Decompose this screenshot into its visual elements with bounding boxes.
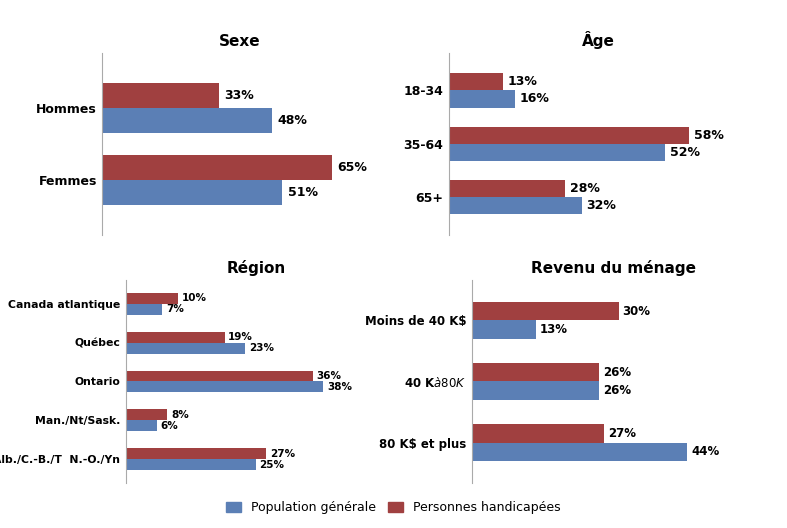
Title: Revenu du ménage: Revenu du ménage xyxy=(531,260,696,276)
Bar xyxy=(126,343,246,354)
Bar xyxy=(126,293,178,304)
Text: 26%: 26% xyxy=(603,384,631,397)
Text: 36%: 36% xyxy=(316,371,342,381)
Bar xyxy=(449,73,503,90)
Text: 13%: 13% xyxy=(508,76,538,88)
Bar xyxy=(472,381,599,400)
Bar xyxy=(449,197,582,214)
Text: 8%: 8% xyxy=(171,410,189,420)
Title: Sexe: Sexe xyxy=(220,34,260,49)
Bar xyxy=(102,155,332,180)
Text: 58%: 58% xyxy=(694,129,724,142)
Bar xyxy=(472,425,604,442)
Text: 32%: 32% xyxy=(586,200,616,212)
Bar xyxy=(102,108,272,133)
Bar xyxy=(126,371,313,381)
Text: 25%: 25% xyxy=(260,460,284,469)
Text: 7%: 7% xyxy=(166,304,184,314)
Bar xyxy=(126,448,266,459)
Text: 27%: 27% xyxy=(608,427,636,440)
Text: 48%: 48% xyxy=(277,114,307,127)
Bar xyxy=(126,420,157,431)
Bar xyxy=(472,363,599,381)
Text: 13%: 13% xyxy=(540,323,567,336)
Bar xyxy=(102,180,283,205)
Bar xyxy=(472,442,687,461)
Text: 16%: 16% xyxy=(520,92,550,106)
Bar xyxy=(472,302,619,320)
Bar xyxy=(126,304,162,315)
Text: 10%: 10% xyxy=(182,294,206,303)
Text: 6%: 6% xyxy=(161,421,179,431)
Bar xyxy=(126,381,323,392)
Bar xyxy=(449,127,689,144)
Text: 65%: 65% xyxy=(337,161,367,174)
Title: Âge: Âge xyxy=(582,31,615,49)
Title: Région: Région xyxy=(226,260,286,276)
Text: 19%: 19% xyxy=(228,332,253,342)
Text: 28%: 28% xyxy=(570,182,600,195)
Text: 33%: 33% xyxy=(224,89,254,102)
Bar xyxy=(126,332,224,343)
Bar xyxy=(449,90,515,108)
Text: 30%: 30% xyxy=(623,305,651,317)
Text: 27%: 27% xyxy=(270,449,295,459)
Bar xyxy=(472,320,536,338)
Bar xyxy=(449,180,565,197)
Bar xyxy=(102,83,219,108)
Bar xyxy=(449,144,664,161)
Text: 23%: 23% xyxy=(249,343,274,353)
Legend: Population générale, Personnes handicapées: Population générale, Personnes handicapé… xyxy=(221,496,566,519)
Bar xyxy=(126,459,256,470)
Text: 44%: 44% xyxy=(691,446,719,458)
Text: 26%: 26% xyxy=(603,366,631,379)
Text: 51%: 51% xyxy=(288,186,318,199)
Text: Profil des répondants: Profil des répondants xyxy=(292,8,495,26)
Bar xyxy=(126,409,168,420)
Text: 52%: 52% xyxy=(670,146,700,159)
Text: 38%: 38% xyxy=(327,382,352,392)
